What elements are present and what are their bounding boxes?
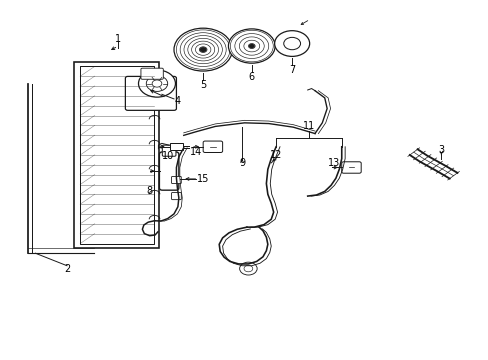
Circle shape: [244, 265, 252, 272]
Text: 2: 2: [64, 264, 70, 274]
FancyBboxPatch shape: [171, 193, 181, 200]
Text: 8: 8: [146, 186, 152, 197]
Text: 11: 11: [302, 121, 314, 131]
FancyBboxPatch shape: [159, 152, 179, 190]
Circle shape: [146, 76, 167, 91]
FancyBboxPatch shape: [162, 145, 176, 156]
Text: 6: 6: [248, 72, 254, 82]
FancyBboxPatch shape: [169, 143, 183, 150]
Text: 5: 5: [200, 80, 206, 90]
Text: 10: 10: [161, 151, 173, 161]
Text: 14: 14: [189, 147, 202, 157]
Text: 7: 7: [288, 65, 295, 75]
Text: 1: 1: [115, 34, 121, 44]
FancyBboxPatch shape: [125, 76, 176, 111]
Bar: [80, 66, 153, 244]
Circle shape: [248, 44, 254, 48]
Bar: [74, 62, 159, 248]
Circle shape: [239, 262, 257, 275]
Text: 12: 12: [269, 150, 282, 160]
FancyBboxPatch shape: [341, 162, 361, 173]
Circle shape: [200, 47, 206, 52]
FancyBboxPatch shape: [141, 68, 163, 79]
Text: 4: 4: [174, 96, 180, 106]
Circle shape: [138, 70, 175, 97]
Circle shape: [152, 80, 162, 87]
Circle shape: [283, 37, 300, 50]
Circle shape: [274, 31, 309, 57]
Text: 3: 3: [437, 145, 444, 155]
Text: 13: 13: [327, 158, 340, 168]
FancyBboxPatch shape: [171, 176, 181, 184]
Circle shape: [174, 28, 232, 71]
Text: 15: 15: [196, 174, 208, 184]
FancyBboxPatch shape: [203, 141, 222, 153]
Circle shape: [228, 29, 275, 63]
Text: 9: 9: [239, 158, 244, 168]
